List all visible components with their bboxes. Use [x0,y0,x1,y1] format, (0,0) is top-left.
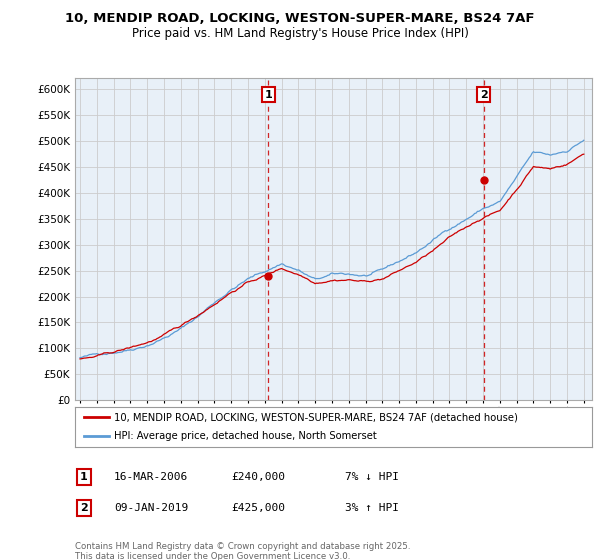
Text: £425,000: £425,000 [231,503,285,513]
Text: HPI: Average price, detached house, North Somerset: HPI: Average price, detached house, Nort… [114,431,377,441]
Text: 10, MENDIP ROAD, LOCKING, WESTON-SUPER-MARE, BS24 7AF: 10, MENDIP ROAD, LOCKING, WESTON-SUPER-M… [65,12,535,25]
Text: 2: 2 [80,503,88,513]
Text: 16-MAR-2006: 16-MAR-2006 [114,472,188,482]
Text: Price paid vs. HM Land Registry's House Price Index (HPI): Price paid vs. HM Land Registry's House … [131,27,469,40]
Text: 10, MENDIP ROAD, LOCKING, WESTON-SUPER-MARE, BS24 7AF (detached house): 10, MENDIP ROAD, LOCKING, WESTON-SUPER-M… [114,413,518,422]
Text: Contains HM Land Registry data © Crown copyright and database right 2025.
This d: Contains HM Land Registry data © Crown c… [75,542,410,560]
Text: 1: 1 [80,472,88,482]
Text: 09-JAN-2019: 09-JAN-2019 [114,503,188,513]
Text: 1: 1 [265,90,272,100]
Text: £240,000: £240,000 [231,472,285,482]
Text: 3% ↑ HPI: 3% ↑ HPI [345,503,399,513]
Text: 7% ↓ HPI: 7% ↓ HPI [345,472,399,482]
Text: 2: 2 [479,90,487,100]
